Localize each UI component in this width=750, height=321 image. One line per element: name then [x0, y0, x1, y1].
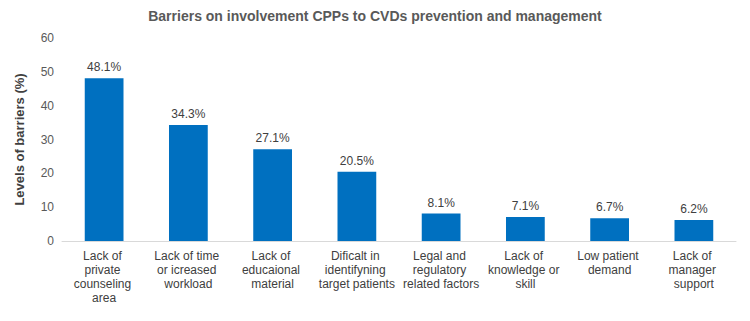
svg-text:0: 0	[47, 234, 54, 248]
svg-text:Low patient: Low patient	[577, 249, 642, 263]
svg-text:material: material	[251, 277, 294, 291]
svg-text:counseling: counseling	[74, 277, 135, 291]
svg-text:50: 50	[41, 65, 55, 79]
svg-text:10: 10	[41, 200, 55, 214]
svg-text:Dificalt in: Dificalt in	[331, 249, 383, 263]
svg-text:7.1%: 7.1%	[512, 199, 540, 213]
svg-text:Barriers on involvement CPPs t: Barriers on involvement CPPs to CVDs pre…	[148, 8, 602, 24]
svg-text:private: private	[84, 263, 123, 277]
svg-text:48.1%: 48.1%	[87, 60, 121, 74]
svg-text:20: 20	[41, 166, 55, 180]
svg-text:Lack of time: Lack of time	[154, 249, 222, 263]
svg-text:workload: workload	[163, 277, 212, 291]
svg-text:area: area	[92, 291, 116, 305]
svg-text:40: 40	[41, 99, 55, 113]
svg-text:skill: skill	[515, 277, 535, 291]
svg-text:6.2%: 6.2%	[680, 202, 708, 216]
svg-text:educaional: educaional	[242, 263, 303, 277]
svg-text:Lack of: Lack of	[673, 249, 715, 263]
svg-text:Lack of: Lack of	[504, 249, 546, 263]
svg-text:Legal and: Legal and	[413, 249, 469, 263]
svg-text:demand: demand	[588, 263, 631, 277]
svg-text:30: 30	[41, 133, 55, 147]
svg-text:knowledge or: knowledge or	[488, 263, 563, 277]
svg-text:regulatory: regulatory	[413, 263, 470, 277]
svg-text:Lack of: Lack of	[83, 249, 125, 263]
svg-text:support: support	[674, 277, 715, 291]
svg-text:8.1%: 8.1%	[427, 196, 455, 210]
svg-text:6.7%: 6.7%	[596, 200, 624, 214]
svg-text:20.5%: 20.5%	[340, 154, 374, 168]
svg-text:identifyning: identifyning	[325, 263, 389, 277]
svg-text:related factors: related factors	[403, 277, 479, 291]
svg-text:target patients: target patients	[319, 277, 395, 291]
svg-text:or icreased: or icreased	[157, 263, 220, 277]
svg-text:60: 60	[41, 31, 55, 45]
svg-text:Lack of: Lack of	[252, 249, 294, 263]
svg-text:Levels of barriers (%): Levels of barriers (%)	[12, 73, 27, 205]
svg-text:manager: manager	[669, 263, 720, 277]
svg-text:27.1%: 27.1%	[256, 131, 290, 145]
svg-text:34.3%: 34.3%	[171, 107, 205, 121]
